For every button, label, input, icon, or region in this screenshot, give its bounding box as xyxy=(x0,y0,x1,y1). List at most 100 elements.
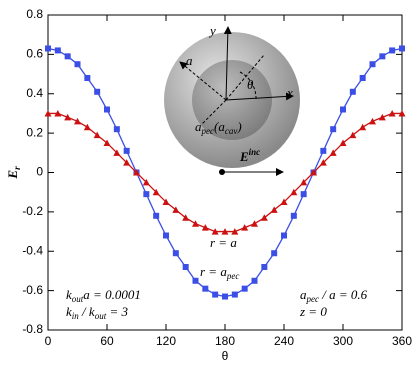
x-tick-label: 60 xyxy=(100,334,114,348)
marker xyxy=(202,285,209,292)
marker xyxy=(192,277,199,284)
annotation: apec / a = 0.6 xyxy=(300,287,368,304)
annotation-part: x xyxy=(286,85,293,100)
marker xyxy=(290,188,298,196)
marker xyxy=(172,206,180,213)
marker xyxy=(104,106,110,113)
annotation-part: pec xyxy=(226,271,240,281)
marker xyxy=(84,75,91,81)
marker xyxy=(182,264,189,270)
marker xyxy=(162,198,170,206)
x-axis-label: θ xyxy=(222,349,229,363)
marker xyxy=(349,131,357,139)
marker xyxy=(339,139,347,146)
marker xyxy=(260,214,268,221)
marker xyxy=(64,113,72,121)
marker xyxy=(369,61,376,68)
marker xyxy=(359,123,367,131)
annotation-part: θ xyxy=(247,77,254,92)
marker xyxy=(340,106,346,113)
marker xyxy=(261,264,268,270)
y-tick-label: -0.6 xyxy=(22,283,43,297)
marker xyxy=(320,147,327,154)
y-tick-label: 0.4 xyxy=(26,86,43,100)
annotation-part: cav xyxy=(225,126,238,136)
marker xyxy=(251,277,258,284)
marker xyxy=(281,232,287,239)
y-axis-label-part: r xyxy=(12,166,22,170)
x-tick-label: 120 xyxy=(156,334,176,348)
annotation: a xyxy=(186,53,193,68)
x-tick-label: 240 xyxy=(274,334,294,348)
y-axis-label: Er xyxy=(5,166,22,180)
x-tick-label: 0 xyxy=(45,334,52,348)
annotation: kouta = 0.0001 xyxy=(66,287,141,304)
marker xyxy=(54,109,62,117)
annotation: kin / kout = 3 xyxy=(66,304,128,321)
marker xyxy=(221,228,229,235)
marker xyxy=(369,117,376,125)
marker xyxy=(133,169,140,176)
annotation-part: r = a xyxy=(210,235,237,250)
marker xyxy=(378,113,386,121)
annotation-part: out xyxy=(95,311,107,321)
marker xyxy=(123,147,130,154)
annotation-part: ) xyxy=(236,119,241,134)
marker xyxy=(231,291,238,298)
annotation: θ xyxy=(247,77,254,92)
marker xyxy=(310,169,317,176)
annotation-part: E xyxy=(239,149,249,164)
annotation-part: a = 0.0001 xyxy=(83,287,141,302)
y-tick-label: 0.6 xyxy=(26,47,43,61)
marker xyxy=(231,228,239,235)
annotation: r = apec xyxy=(200,264,239,281)
annotation: z = 0 xyxy=(299,304,327,319)
annotation-part: k xyxy=(66,287,72,302)
annotation-part: / a = 0.6 xyxy=(319,287,368,302)
marker xyxy=(241,224,249,231)
marker xyxy=(142,178,150,186)
annotation-part: y xyxy=(208,23,216,38)
marker xyxy=(152,188,160,196)
y-tick-label: 0.8 xyxy=(26,7,43,21)
marker xyxy=(270,206,278,213)
marker xyxy=(330,126,337,133)
marker xyxy=(74,61,81,68)
marker xyxy=(113,126,120,133)
marker xyxy=(359,75,366,81)
marker xyxy=(388,109,396,117)
marker xyxy=(83,123,91,131)
marker xyxy=(379,53,386,60)
annotation-part: a xyxy=(186,53,193,68)
annotation-part: in xyxy=(72,311,80,321)
annotation-part: z = 0 xyxy=(299,304,327,319)
marker xyxy=(153,212,160,219)
annotation-part: r = a xyxy=(200,264,227,279)
x-tick-label: 300 xyxy=(333,334,353,348)
annotation-part: k xyxy=(66,304,72,319)
y-tick-label: 0.2 xyxy=(26,125,43,139)
x-tick-label: 180 xyxy=(215,334,235,348)
marker xyxy=(319,159,327,166)
annotation: r = a xyxy=(210,235,237,250)
marker xyxy=(113,149,121,156)
marker xyxy=(300,191,307,198)
marker xyxy=(271,250,278,257)
marker xyxy=(74,117,81,125)
annotation-part: out xyxy=(72,294,84,304)
marker xyxy=(349,88,356,95)
marker xyxy=(222,293,228,300)
marker xyxy=(45,45,51,52)
y-axis-label-part: E xyxy=(5,170,20,180)
marker xyxy=(280,198,288,206)
marker xyxy=(123,159,131,166)
annotation-part: = 3 xyxy=(106,304,128,319)
annotation: x xyxy=(286,85,293,100)
marker xyxy=(201,224,209,231)
annotation-part: pec xyxy=(306,294,320,304)
marker xyxy=(389,47,396,54)
marker xyxy=(94,88,101,95)
inset-diagram xyxy=(164,26,300,176)
marker xyxy=(212,291,219,298)
